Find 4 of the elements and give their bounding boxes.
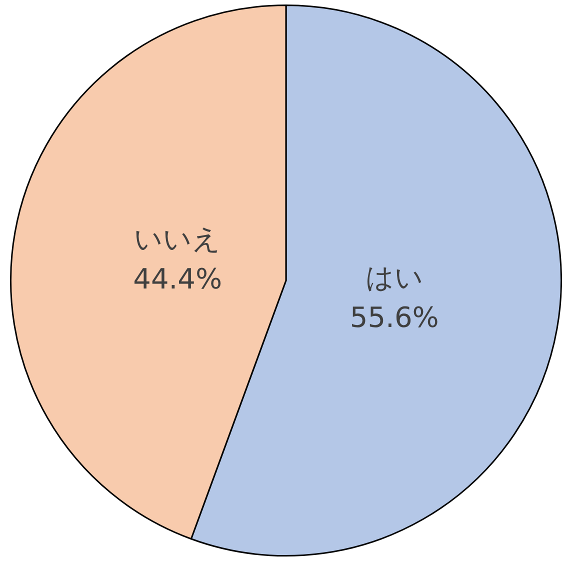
slice-label: はい (365, 261, 424, 294)
data-label: 55.6% (350, 301, 439, 334)
slice-label: いいえ (134, 222, 222, 256)
data-label: 44.4% (133, 262, 222, 296)
